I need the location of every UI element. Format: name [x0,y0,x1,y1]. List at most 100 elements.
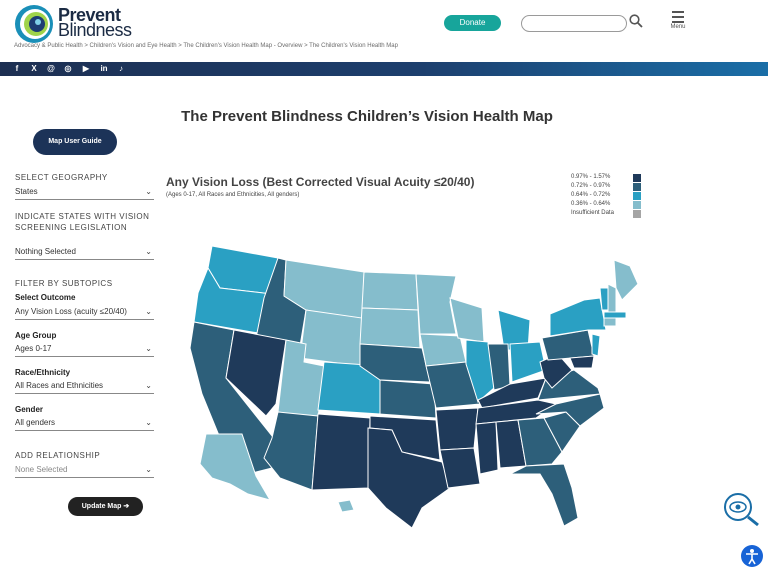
gender-value: All genders [15,418,56,427]
tiktok-icon[interactable]: ♪ [119,64,123,73]
site-header: Prevent Blindness Advocacy & Public Heal… [0,0,768,62]
outcome-select[interactable]: Any Vision Loss (acuity ≤20/40) ⌄ [15,305,154,320]
state-connecticut[interactable] [603,317,617,327]
outcome-value: Any Vision Loss (acuity ≤20/40) [15,307,127,316]
legend-swatch [633,210,641,218]
state-arkansas[interactable] [435,407,479,451]
state-minnesota[interactable] [415,273,457,335]
legend-swatch [633,183,641,191]
chevron-down-icon: ⌄ [145,307,152,316]
state-north-dakota[interactable] [361,271,419,311]
hamburger-icon [672,11,684,23]
social-bar: f X @ ◎ ▶ in ♪ [0,62,768,76]
race-ethnicity-select[interactable]: All Races and Ethnicities ⌄ [15,379,154,394]
outcome-label: Select Outcome [15,293,76,302]
legend-label: Insufficient Data [571,210,614,216]
state-south-dakota[interactable] [359,307,421,349]
select-geography-label: SELECT GEOGRAPHY [15,173,108,182]
legislation-label-line1: INDICATE STATES WITH VISION [15,212,150,221]
state-arizona[interactable] [263,411,319,491]
search-input[interactable] [521,15,627,32]
relationship-value: None Selected [15,465,68,474]
prevent-blindness-logo-icon[interactable] [14,4,54,44]
map-title: Any Vision Loss (Best Corrected Visual A… [166,175,475,189]
accessibility-figure-icon [746,549,758,565]
state-new-mexico[interactable] [311,413,371,491]
state-north-carolina[interactable] [535,393,605,427]
state-georgia[interactable] [517,417,563,467]
instagram-icon[interactable]: ◎ [64,64,72,73]
state-massachusetts[interactable] [603,311,627,319]
gender-label: Gender [15,405,44,414]
legend-item: 0.72% - 0.97% [571,182,643,191]
linkedin-icon[interactable]: in [100,64,108,73]
state-kansas[interactable] [379,379,437,419]
logo-wordmark[interactable]: Prevent Blindness [58,5,132,40]
facebook-icon[interactable]: f [15,64,19,73]
chevron-down-icon: ⌄ [145,465,152,474]
chevron-down-icon: ⌄ [145,187,152,196]
state-maryland[interactable] [569,355,595,369]
add-relationship-label: ADD RELATIONSHIP [15,451,101,460]
race-ethnicity-value: All Races and Ethnicities [15,381,104,390]
search-icon[interactable] [629,14,643,28]
menu-button[interactable]: Menu [665,11,691,39]
race-ethnicity-label: Race/Ethnicity [15,368,71,377]
age-group-value: Ages 0-17 [15,344,52,353]
legend-label: 0.64% - 0.72% [571,192,611,198]
age-group-select[interactable]: Ages 0-17 ⌄ [15,342,154,357]
state-texas[interactable] [367,427,451,529]
state-new-jersey[interactable] [591,333,601,357]
map-subtitle: (Ages 0-17, All Races and Ethnicities, A… [166,192,300,198]
age-group-label: Age Group [15,331,57,340]
youtube-icon[interactable]: ▶ [82,64,90,73]
filter-subtopics-label: FILTER BY SUBTOPICS [15,279,113,288]
legend-label: 0.97% - 1.57% [571,174,611,180]
geography-value: States [15,187,38,196]
breadcrumb[interactable]: Advocacy & Public Health > Children's Vi… [14,43,398,49]
chevron-down-icon: ⌄ [145,418,152,427]
menu-label: Menu [670,24,686,30]
legend-item: 0.64% - 0.72% [571,191,643,200]
logo-line2: Blindness [58,20,132,40]
vision-eye-icon[interactable] [722,491,762,527]
state-wyoming[interactable] [299,309,363,367]
state-new-york[interactable] [549,297,607,337]
us-choropleth-map[interactable] [160,238,640,530]
logo-line1: Prevent [58,5,121,25]
relationship-select[interactable]: None Selected ⌄ [15,463,154,478]
accessibility-icon[interactable] [741,545,763,567]
donate-button[interactable]: Donate [444,15,501,31]
state-louisiana[interactable] [439,447,481,489]
map-legend: 0.97% - 1.57% 0.72% - 0.97% 0.64% - 0.72… [571,173,643,218]
gender-select[interactable]: All genders ⌄ [15,416,154,431]
update-map-button[interactable]: Update Map ➔ [68,497,143,516]
state-illinois[interactable] [465,339,495,403]
page-title: The Prevent Blindness Children’s Vision … [181,108,553,125]
state-maine[interactable] [613,259,639,301]
legend-label: 0.72% - 0.97% [571,183,611,189]
legend-item: 0.36% - 0.64% [571,200,643,209]
state-vermont[interactable] [599,287,609,311]
legend-item: Insufficient Data [571,209,643,218]
legend-item: 0.97% - 1.57% [571,173,643,182]
legend-swatch [633,174,641,182]
map-user-guide-button[interactable]: Map User Guide [33,129,117,155]
legislation-label-line2: SCREENING LEGISLATION [15,223,128,232]
threads-icon[interactable]: @ [47,64,55,73]
state-mississippi[interactable] [475,421,499,475]
state-iowa[interactable] [419,333,467,367]
state-new-hampshire[interactable] [607,283,617,313]
chevron-down-icon: ⌄ [145,247,152,256]
state-alaska[interactable] [199,433,272,501]
legislation-select[interactable]: Nothing Selected ⌄ [15,245,154,260]
state-nebraska[interactable] [359,343,431,383]
legend-swatch [633,192,641,200]
x-icon[interactable]: X [31,64,37,73]
legislation-value: Nothing Selected [15,247,76,256]
geography-select[interactable]: States ⌄ [15,185,154,200]
state-hawaii[interactable] [337,499,355,513]
state-florida[interactable] [509,463,579,527]
state-nevada[interactable] [225,329,287,417]
chevron-down-icon: ⌄ [145,344,152,353]
